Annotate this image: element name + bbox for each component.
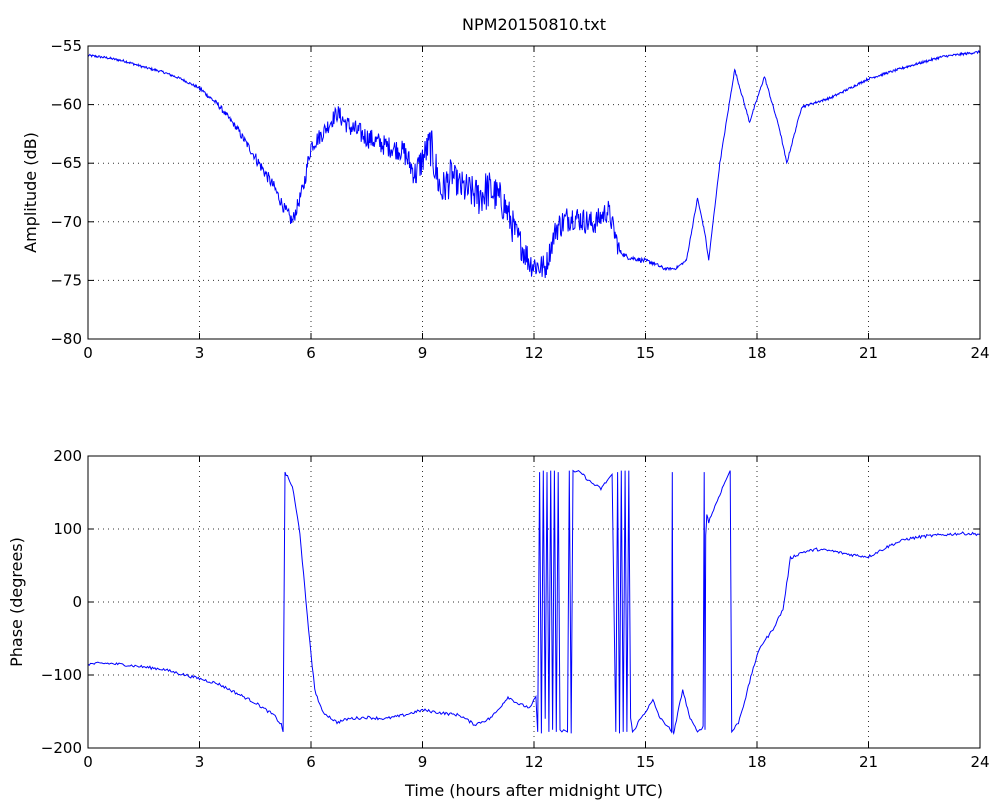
y-tick-label: −200 xyxy=(41,739,82,757)
x-tick-label: 21 xyxy=(859,344,878,362)
y-tick-label: 100 xyxy=(53,520,82,538)
y-tick-label: 0 xyxy=(72,593,82,611)
y-tick-label: −60 xyxy=(50,96,82,114)
y-tick-label: −55 xyxy=(50,37,82,55)
y-tick-label: −80 xyxy=(50,330,82,348)
amplitude-ticks: 0 3 6 9 12 15 18 21 24 −80 −75 −70 −65 −60 −55 xyxy=(50,37,989,362)
phase-x-axis-label: Time (hours after midnight UTC) xyxy=(404,781,663,800)
amplitude-trace xyxy=(87,49,981,279)
x-tick-label: 0 xyxy=(83,344,93,362)
x-tick-label: 24 xyxy=(970,344,989,362)
phase-ticks: 0 3 6 9 12 15 18 21 24 −200 −100 0 100 200 xyxy=(41,447,990,771)
x-tick-label: 12 xyxy=(524,753,543,771)
y-tick-label: −70 xyxy=(50,213,82,231)
phase-subplot: 0 3 6 9 12 15 18 21 24 −200 −100 0 100 200 Phase (deg… xyxy=(7,447,990,800)
phase-y-axis-label: Phase (degrees) xyxy=(7,537,26,667)
x-tick-label: 24 xyxy=(970,753,989,771)
amplitude-grid xyxy=(88,46,980,339)
x-tick-label: 15 xyxy=(636,753,655,771)
phase-trace xyxy=(87,469,981,736)
x-tick-label: 9 xyxy=(418,344,428,362)
y-tick-label: −100 xyxy=(41,666,82,684)
y-tick-label: 200 xyxy=(53,447,82,465)
x-tick-label: 21 xyxy=(859,753,878,771)
amplitude-y-axis-label: Amplitude (dB) xyxy=(21,132,40,253)
x-tick-label: 18 xyxy=(747,344,766,362)
y-tick-label: −65 xyxy=(50,154,82,172)
x-tick-label: 6 xyxy=(306,344,316,362)
x-tick-label: 3 xyxy=(195,344,205,362)
x-tick-label: 3 xyxy=(195,753,205,771)
x-tick-label: 9 xyxy=(418,753,428,771)
x-tick-label: 12 xyxy=(524,344,543,362)
x-tick-label: 6 xyxy=(306,753,316,771)
amplitude-subplot: 0 3 6 9 12 15 18 21 24 −80 −75 −70 −65 −60 −55 Amplitu… xyxy=(21,37,990,362)
x-tick-label: 15 xyxy=(636,344,655,362)
phase-grid xyxy=(88,456,980,748)
x-tick-label: 0 xyxy=(83,753,93,771)
x-tick-label: 18 xyxy=(747,753,766,771)
chart-title: NPM20150810.txt xyxy=(462,15,606,34)
y-tick-label: −75 xyxy=(50,271,82,289)
